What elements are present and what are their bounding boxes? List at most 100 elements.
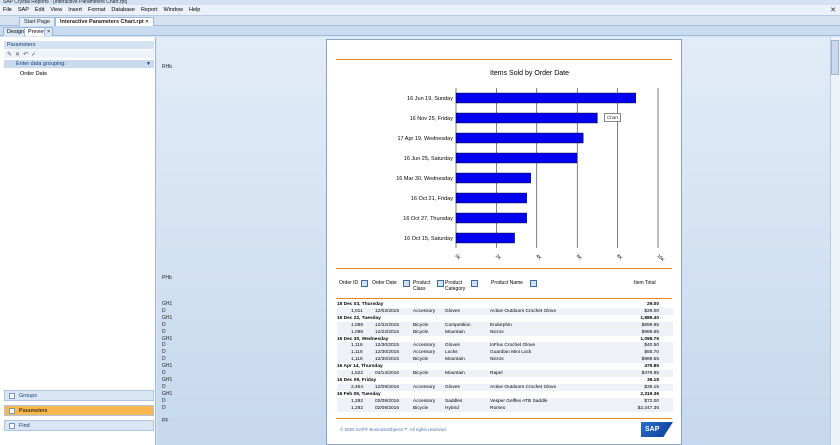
document-tabs: Start Page Interactive Parameters Chart.… — [0, 16, 840, 26]
cell-product-category: Hybrid — [445, 405, 459, 411]
chart-tick-label: 8K — [616, 253, 623, 260]
column-header-product-name[interactable]: Product Name — [491, 280, 523, 286]
group-total: 29.00 — [646, 302, 659, 307]
column-header-order-date[interactable]: Order Date — [372, 280, 397, 286]
window-close-icon[interactable]: ✕ — [830, 7, 836, 14]
sort-icon[interactable] — [403, 280, 410, 287]
section-label-row: D — [162, 321, 166, 328]
cell-product-category: Gloves — [445, 384, 460, 390]
cell-product-class: Bicycle — [413, 322, 429, 328]
dropdown-arrow-icon[interactable]: ▼ — [146, 61, 151, 67]
cell-item-total: $65.70 — [644, 350, 659, 356]
column-header-order-id-label: Order ID — [339, 280, 359, 286]
group-header-row[interactable]: 16 Feb 09, Tuesday 2,319.36 — [337, 391, 673, 398]
cell-order-date: 12/30/2015 — [375, 350, 400, 356]
section-label-row: GH1 — [162, 363, 173, 370]
table-row[interactable]: 1,116 12/30/2015 Bicycle Mountain Nicros $989… — [337, 356, 673, 364]
group-date: 15 Dec 03, Thursday — [337, 302, 384, 307]
panel-groups[interactable]: Groups — [4, 390, 154, 401]
menu-format[interactable]: Format — [87, 7, 106, 13]
group-total: 39.15 — [646, 377, 659, 383]
section-label-row: D — [162, 370, 166, 376]
chart-category-label: 16 Nov 25, Friday — [410, 116, 454, 122]
vertical-scrollbar[interactable] — [830, 37, 840, 445]
section-label-row: GH1 — [162, 335, 173, 342]
table-row[interactable]: 2,464 12/09/2016 Accessory Gloves Active Out… — [337, 383, 673, 391]
preview-close-icon[interactable]: × — [44, 27, 54, 36]
group-header-row[interactable]: 16 Apr 14, Thursday 479.85 — [337, 363, 673, 370]
tab-start-page[interactable]: Start Page — [19, 17, 55, 26]
chart-grid — [455, 88, 659, 248]
column-header-item-total[interactable]: Item Total — [634, 280, 656, 286]
group-header-row[interactable]: 15 Dec 03, Thursday 29.00 — [337, 301, 673, 308]
panel-groups-label: Groups — [19, 393, 38, 399]
chart[interactable]: 16 Jun 19, Sunday 16 Nov 25, Friday 17 Apr… — [340, 80, 670, 265]
menu-sap[interactable]: SAP — [17, 7, 29, 13]
cell-product-class: Bicycle — [413, 405, 429, 411]
chart-bar — [455, 112, 598, 124]
column-header-product-category[interactable]: Product Category — [445, 280, 473, 292]
groups-icon — [9, 393, 15, 399]
menu-file[interactable]: File — [3, 7, 12, 13]
menu-report[interactable]: Report — [140, 7, 158, 13]
cell-product-class: Accessory — [413, 384, 436, 390]
table-row[interactable]: 1,011 12/03/2015 Accessory Gloves Active Out… — [337, 307, 673, 315]
cell-product-category: Locks — [445, 350, 458, 356]
table-row[interactable]: 1,088 12/22/2015 Bicycle Competition Endorph… — [337, 321, 673, 329]
chart-bars — [455, 92, 636, 244]
table-row[interactable]: 1,282 02/09/2016 Bicycle Hybrid Romeo $2,247.… — [337, 404, 673, 412]
menu-view[interactable]: View — [50, 7, 63, 13]
table-row[interactable]: 1,116 12/30/2015 Accessory Locks Guardian Mi… — [337, 349, 673, 357]
table-row[interactable]: 1,282 02/09/2016 Accessory Saddles Vesper Ge… — [337, 397, 673, 405]
table-row[interactable]: 1,522 04/14/2016 Bicycle Mountain Rapel $479.… — [337, 370, 673, 377]
cell-product-name: Vesper Gelflex ATB Saddle — [490, 398, 548, 404]
group-header-row[interactable]: 15 Dec 30, Wednesday 1,095.75 — [337, 336, 673, 343]
tab-report[interactable]: Interactive Parameters Chart.rpt × — [55, 17, 154, 26]
menu-window[interactable]: Window — [163, 7, 184, 13]
group-header-row[interactable]: 16 Dec 09, Friday 39.15 — [337, 377, 673, 384]
column-header-item-total-label: Item Total — [634, 280, 656, 286]
menu-edit[interactable]: Edit — [34, 7, 45, 13]
column-header-product-class[interactable]: Product Class — [413, 280, 437, 292]
menu-help[interactable]: Help — [189, 7, 201, 13]
table-row[interactable]: 1,088 12/22/2015 Bicycle Mountain Nicros $989… — [337, 328, 673, 336]
apply-icon[interactable]: ✓ — [31, 51, 37, 58]
chart-tick-label: 2K — [495, 253, 502, 260]
section-label-row: D — [162, 307, 166, 314]
cell-item-total: $39.15 — [644, 384, 659, 390]
chart-bar — [455, 92, 636, 104]
tab-close-icon[interactable]: × — [145, 19, 149, 25]
parameter-item-order-date[interactable]: Order Date — [20, 71, 48, 77]
sort-icon[interactable] — [471, 280, 478, 287]
chart-tick-label: 0K — [454, 253, 461, 260]
cell-product-name: Guardian Mini Lock — [490, 350, 532, 356]
column-header-order-id[interactable]: Order ID — [339, 280, 358, 286]
cell-product-name: InFlux Crochet Glove — [490, 343, 536, 349]
menu-database[interactable]: Database — [111, 7, 135, 13]
side-panel — [0, 37, 156, 445]
cell-product-category: Saddles — [445, 398, 463, 404]
cell-order-id: 1,011 — [351, 308, 363, 314]
sort-icon[interactable] — [361, 280, 368, 287]
sort-icon[interactable] — [437, 280, 444, 287]
sort-icon[interactable] — [530, 280, 537, 287]
cell-order-date: 12/30/2015 — [375, 357, 400, 363]
table-row[interactable]: 1,116 12/30/2015 Accessory Gloves InFlux Cro… — [337, 342, 673, 350]
undo-icon[interactable]: ↶ — [23, 51, 29, 58]
edit-icon[interactable]: ✎ — [7, 51, 13, 58]
delete-icon[interactable]: ✕ — [15, 51, 21, 58]
panel-find[interactable]: Find — [4, 420, 154, 431]
cell-order-date: 12/30/2015 — [375, 343, 400, 349]
menu-insert[interactable]: Insert — [68, 7, 82, 13]
cell-product-category: Mountain — [445, 357, 465, 363]
row-background — [337, 349, 673, 357]
panel-parameters[interactable]: Parameters — [4, 405, 154, 416]
cell-product-name: Active Outdoors Crochet Glove — [490, 384, 557, 390]
group-header-row[interactable]: 15 Dec 22, Tuesday 1,889.40 — [337, 315, 673, 322]
cell-order-id: 1,088 — [351, 329, 364, 335]
data-grouping-header[interactable]: Enter data grouping: ▼ — [4, 60, 154, 68]
column-header-product-category-label: Product Category — [445, 280, 466, 292]
group-date: 15 Dec 30, Wednesday — [337, 336, 389, 342]
scrollbar-thumb[interactable] — [831, 40, 839, 75]
chart-tick-label: 4K — [535, 253, 542, 260]
